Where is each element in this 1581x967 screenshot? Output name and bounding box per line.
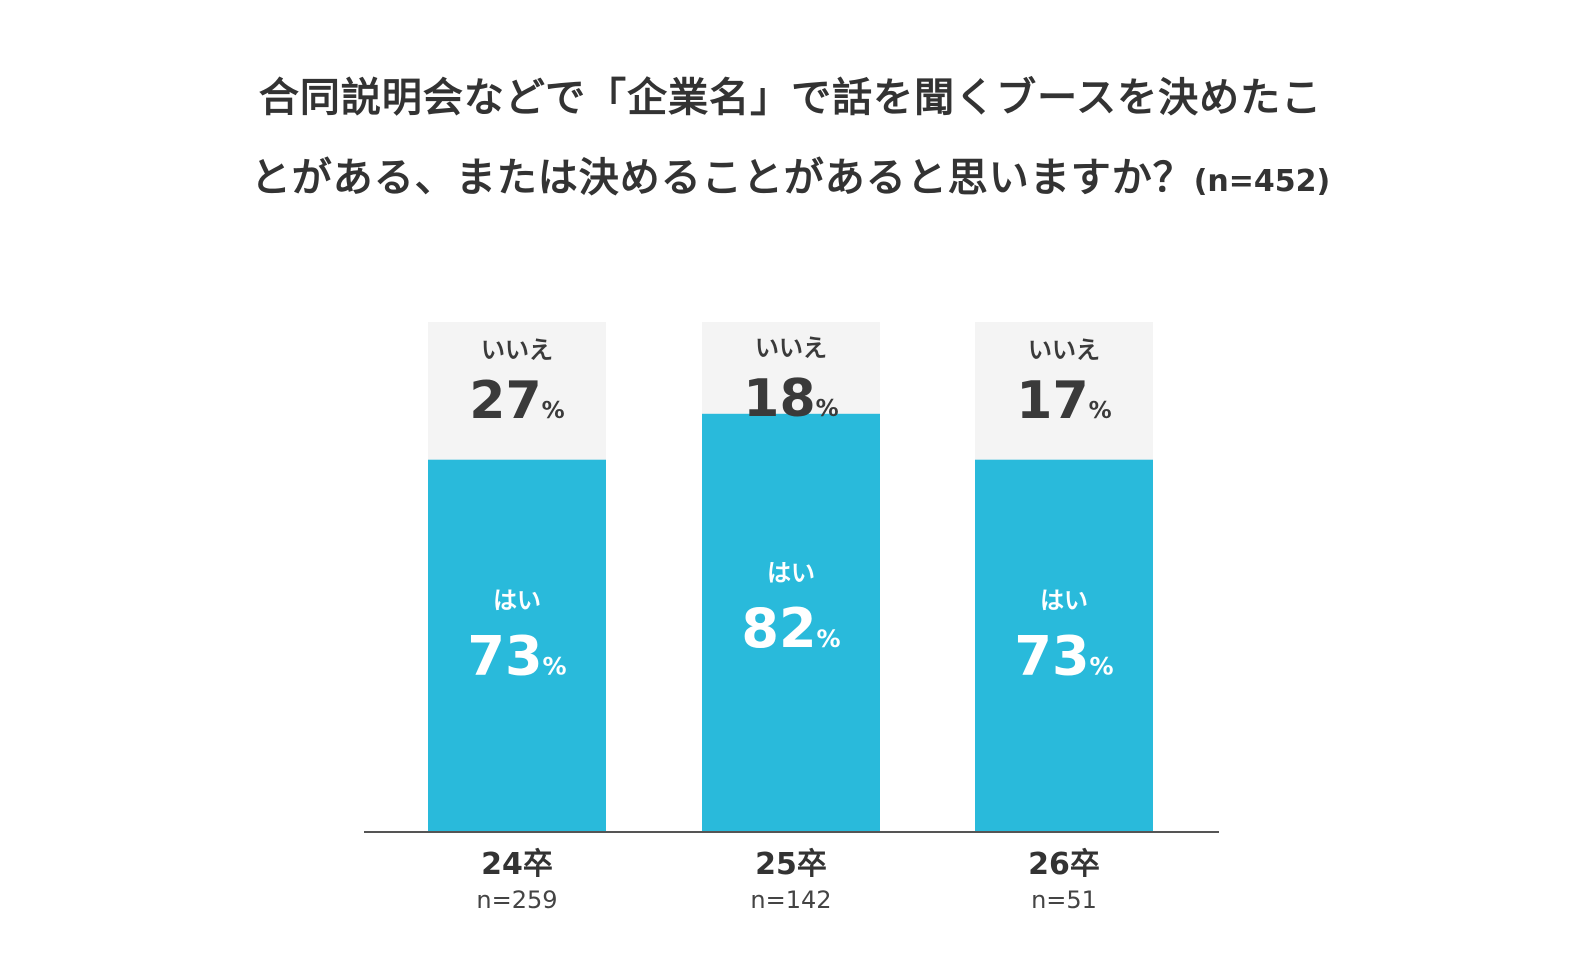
no-value-label-2: 17% <box>1016 371 1111 431</box>
no-value-label-1: 18% <box>743 369 838 429</box>
yes-series-label-2: はい <box>1040 587 1088 615</box>
bar-yes-2 <box>975 459 1153 832</box>
yes-value-label-0: 73% <box>467 625 566 688</box>
category-label-0: 24卒 <box>481 847 553 882</box>
title-sample-size: (n=452) <box>1193 164 1331 199</box>
title-line-1: 合同説明会などで「企業名」で話を聞くブースを決めたこ <box>258 75 1323 121</box>
yes-value-label-2: 73% <box>1014 625 1113 688</box>
bar-yes-0 <box>428 459 606 832</box>
sample-size-label-1: n=142 <box>750 886 831 914</box>
no-series-label-0: いいえ <box>481 336 553 364</box>
title-line-2-text: とがある、または決めることがあると思いますか？ <box>250 155 1194 201</box>
yes-series-label-0: はい <box>493 587 541 615</box>
category-label-2: 26卒 <box>1028 847 1100 882</box>
chart-title: 合同説明会などで「企業名」で話を聞くブースを決めたこ とがある、または決めること… <box>0 58 1581 222</box>
bar-yes-1 <box>702 413 880 832</box>
title-line-2: とがある、または決めることがあると思いますか？(n=452) <box>0 138 1581 222</box>
yes-value-label-1: 82% <box>741 597 840 660</box>
no-series-label-2: いいえ <box>1028 336 1100 364</box>
no-value-label-0: 27% <box>469 371 564 431</box>
no-series-label-1: いいえ <box>755 334 827 362</box>
category-label-1: 25卒 <box>755 847 827 882</box>
yes-series-label-1: はい <box>767 559 815 587</box>
sample-size-label-0: n=259 <box>476 886 557 914</box>
sample-size-label-2: n=51 <box>1031 886 1097 914</box>
